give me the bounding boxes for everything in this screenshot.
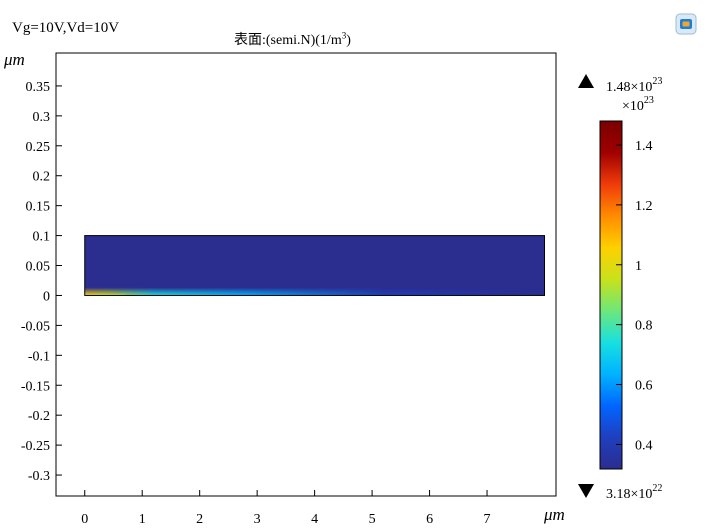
y-tick-label: 0.05 [26,260,51,275]
colorbar-tick-label: 1.2 [635,199,653,214]
min-triangle-icon [578,484,594,498]
y-tick-label: -0.25 [21,439,50,454]
y-tick-label: 0.3 [33,110,51,125]
surface-channel-region [84,287,545,296]
domain-outline [84,235,546,296]
y-tick-label: 0.35 [26,80,51,95]
x-tick-label: 0 [81,512,88,527]
y-axis-unit-label: μm [4,50,25,69]
y-tick-label: 0.25 [26,140,51,155]
x-tick-label: 5 [369,512,376,527]
y-tick-label: -0.05 [21,319,50,334]
x-tick-label: 2 [196,512,203,527]
plot-title: 表面:(semi.N)(1/m3) [234,29,351,49]
domain-background [84,235,545,296]
max-triangle-icon [578,74,594,88]
colorbar-max-label: 1.48×1023 [606,76,662,95]
y-tick-label: -0.2 [28,409,50,424]
colorbar-tick-label: 1 [635,259,642,274]
y-tick-label: 0.2 [33,170,51,185]
colorbar-min-label: 3.18×1022 [606,483,662,502]
plot-title-exponent: 3 [341,30,347,41]
plot-title-main: 表面:(semi.N)(1/m [234,33,342,48]
plot-title-end: ) [346,33,351,48]
simulation-parameters: Vg=10V,Vd=10V [12,20,120,36]
y-tick-label: 0.15 [26,200,51,215]
comsol-app-icon[interactable] [674,12,698,36]
colorbar-tick-label: 0.4 [635,438,653,453]
colorbar-tick-label: 0.8 [635,319,653,334]
x-tick-label: 3 [254,512,261,527]
x-tick-label: 7 [484,512,491,527]
colorbar [599,120,623,470]
x-tick-label: 6 [426,512,433,527]
y-tick-label: 0 [43,289,50,304]
colorbar-tick-label: 1.4 [635,139,653,154]
x-tick-label: 1 [139,512,146,527]
colorbar-scale-label: ×1023 [622,95,654,114]
x-axis-unit-label: μm [544,505,565,524]
y-tick-label: -0.15 [21,379,50,394]
x-tick-label: 4 [311,512,318,527]
y-tick-label: -0.3 [28,469,50,484]
y-tick-label: -0.1 [28,349,50,364]
y-tick-label: 0.1 [33,230,51,245]
colorbar-tick-label: 0.6 [635,379,653,394]
